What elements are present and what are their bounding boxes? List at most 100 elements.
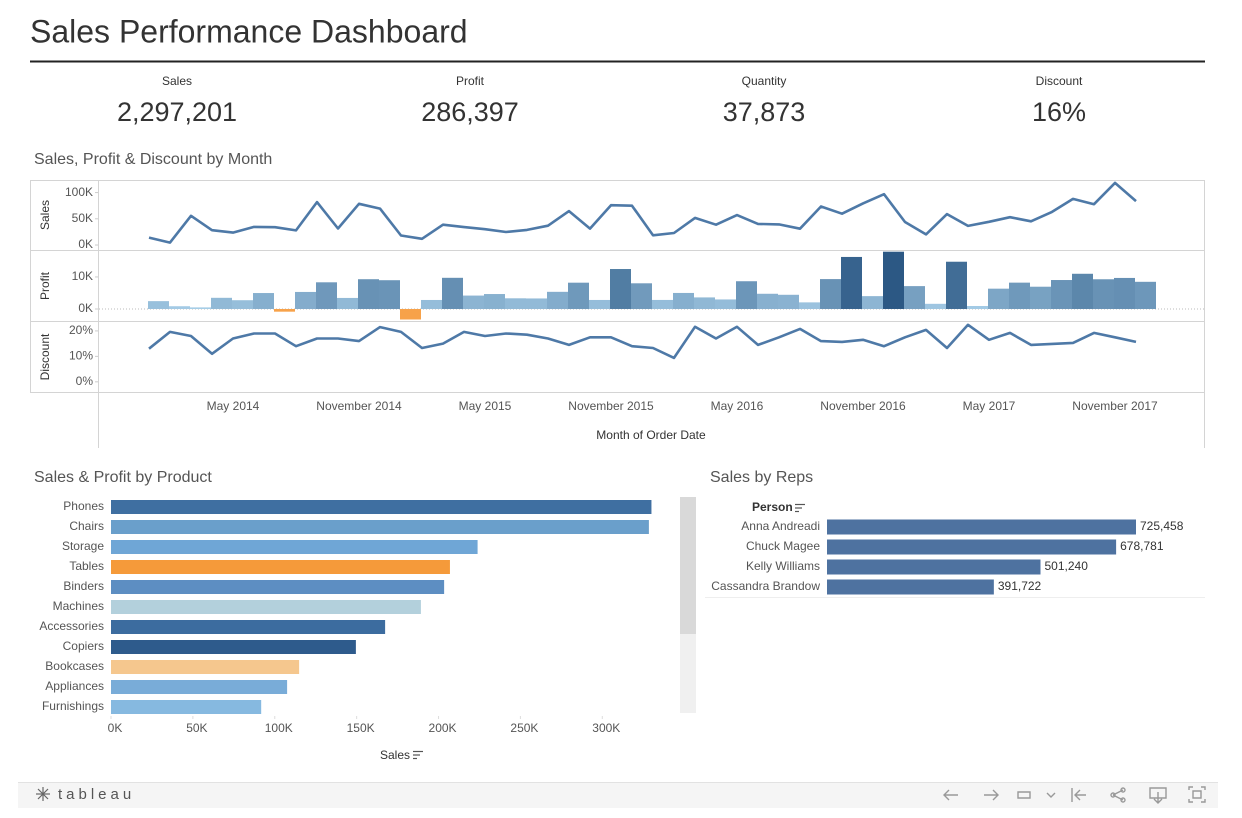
bar bbox=[827, 539, 1117, 555]
kpi-label: Quantity bbox=[742, 74, 787, 88]
kpi-value: 16% bbox=[1032, 97, 1086, 127]
bar bbox=[484, 294, 505, 309]
bar bbox=[631, 283, 652, 309]
sort-icon[interactable] bbox=[413, 750, 423, 760]
fullscreen[interactable] bbox=[1188, 786, 1206, 803]
bar bbox=[111, 640, 356, 654]
bar bbox=[111, 680, 288, 694]
bar bbox=[111, 600, 421, 614]
bar bbox=[316, 282, 337, 309]
bar bbox=[379, 280, 400, 309]
x-tick-label: 200K bbox=[429, 721, 457, 735]
bar bbox=[988, 288, 1009, 309]
bar bbox=[589, 299, 610, 309]
x-tick-label: November 2015 bbox=[568, 399, 654, 413]
bar bbox=[1114, 277, 1135, 309]
x-tick-label: November 2016 bbox=[820, 399, 906, 413]
y-tick-label: 0K bbox=[78, 301, 93, 315]
bar bbox=[841, 256, 862, 309]
bar bbox=[1030, 286, 1051, 309]
y-tick-label: 20% bbox=[69, 323, 93, 337]
bar bbox=[148, 301, 169, 309]
category-label: Copiers bbox=[63, 639, 104, 653]
bar bbox=[111, 620, 386, 634]
undo[interactable] bbox=[943, 789, 958, 801]
kpi-label: Sales bbox=[162, 74, 192, 88]
bar bbox=[827, 579, 994, 595]
x-tick-label: 50K bbox=[186, 721, 207, 735]
bar bbox=[111, 540, 478, 554]
bar bbox=[211, 297, 232, 309]
x-tick-label: November 2017 bbox=[1072, 399, 1158, 413]
tableau-logo[interactable] bbox=[36, 787, 50, 801]
category-label: Cassandra Brandow bbox=[711, 579, 820, 593]
bar bbox=[337, 297, 358, 309]
bar bbox=[736, 281, 757, 309]
bar bbox=[526, 298, 547, 309]
value-label: 501,240 bbox=[1044, 559, 1088, 573]
x-tick-label: 250K bbox=[510, 721, 538, 735]
category-label: Chuck Magee bbox=[746, 539, 820, 553]
bar bbox=[111, 580, 445, 594]
x-tick-label: 300K bbox=[592, 721, 620, 735]
category-label: Anna Andreadi bbox=[741, 519, 820, 533]
reset[interactable] bbox=[1071, 788, 1086, 802]
category-label: Kelly Williams bbox=[746, 559, 820, 573]
bar bbox=[1072, 273, 1093, 309]
y-tick-label: 50K bbox=[72, 211, 93, 225]
category-label: Furnishings bbox=[42, 699, 104, 713]
y-tick-label: 10K bbox=[72, 269, 93, 283]
dashboard-title: Sales Performance Dashboard bbox=[30, 13, 468, 49]
kpi-label: Discount bbox=[1036, 74, 1083, 88]
x-axis-title: Month of Order Date bbox=[596, 428, 706, 442]
line bbox=[148, 181, 1137, 244]
share[interactable] bbox=[1110, 787, 1126, 803]
revert[interactable] bbox=[1017, 791, 1031, 799]
bar bbox=[967, 305, 988, 309]
bar bbox=[111, 700, 262, 714]
category-label: Accessories bbox=[39, 619, 104, 633]
value-label: 391,722 bbox=[998, 579, 1042, 593]
bar bbox=[169, 306, 190, 309]
x-tick-label: 150K bbox=[347, 721, 375, 735]
line bbox=[148, 323, 1137, 360]
category-label: Tables bbox=[69, 559, 104, 573]
menu[interactable] bbox=[1046, 792, 1056, 798]
bar bbox=[295, 291, 316, 309]
bar bbox=[827, 519, 1136, 535]
scroll-thumb[interactable] bbox=[680, 497, 696, 634]
y-axis-title: Discount bbox=[38, 333, 52, 380]
sort-icon[interactable] bbox=[795, 503, 805, 513]
bar bbox=[421, 299, 442, 309]
value-label: 725,458 bbox=[1140, 519, 1184, 533]
download[interactable] bbox=[1149, 787, 1167, 804]
value-label: 678,781 bbox=[1120, 539, 1164, 553]
bar bbox=[925, 303, 946, 309]
y-tick-label: 10% bbox=[69, 349, 93, 363]
panel-frame bbox=[30, 180, 1205, 393]
bar bbox=[111, 660, 300, 674]
bar bbox=[400, 308, 421, 320]
bar bbox=[463, 295, 484, 309]
kpi-value: 2,297,201 bbox=[117, 97, 237, 127]
toolbar-icons[interactable] bbox=[943, 786, 1206, 804]
brand[interactable]: tableau bbox=[58, 786, 135, 803]
bar bbox=[799, 302, 820, 309]
kpi-value: 286,397 bbox=[421, 97, 519, 127]
chart-title: Sales, Profit & Discount by Month bbox=[34, 151, 272, 168]
bar bbox=[946, 261, 967, 309]
bar bbox=[827, 559, 1041, 575]
x-tick-label: May 2014 bbox=[207, 399, 260, 413]
x-tick-label: May 2015 bbox=[459, 399, 512, 413]
bar bbox=[274, 308, 295, 312]
x-tick-label: 0K bbox=[108, 721, 123, 735]
chart-title: Sales by Reps bbox=[710, 469, 813, 486]
redo[interactable] bbox=[984, 789, 999, 801]
x-tick-label: May 2016 bbox=[711, 399, 764, 413]
bar bbox=[232, 300, 253, 309]
bar bbox=[1135, 281, 1156, 309]
bar bbox=[673, 292, 694, 309]
bar bbox=[442, 277, 463, 309]
